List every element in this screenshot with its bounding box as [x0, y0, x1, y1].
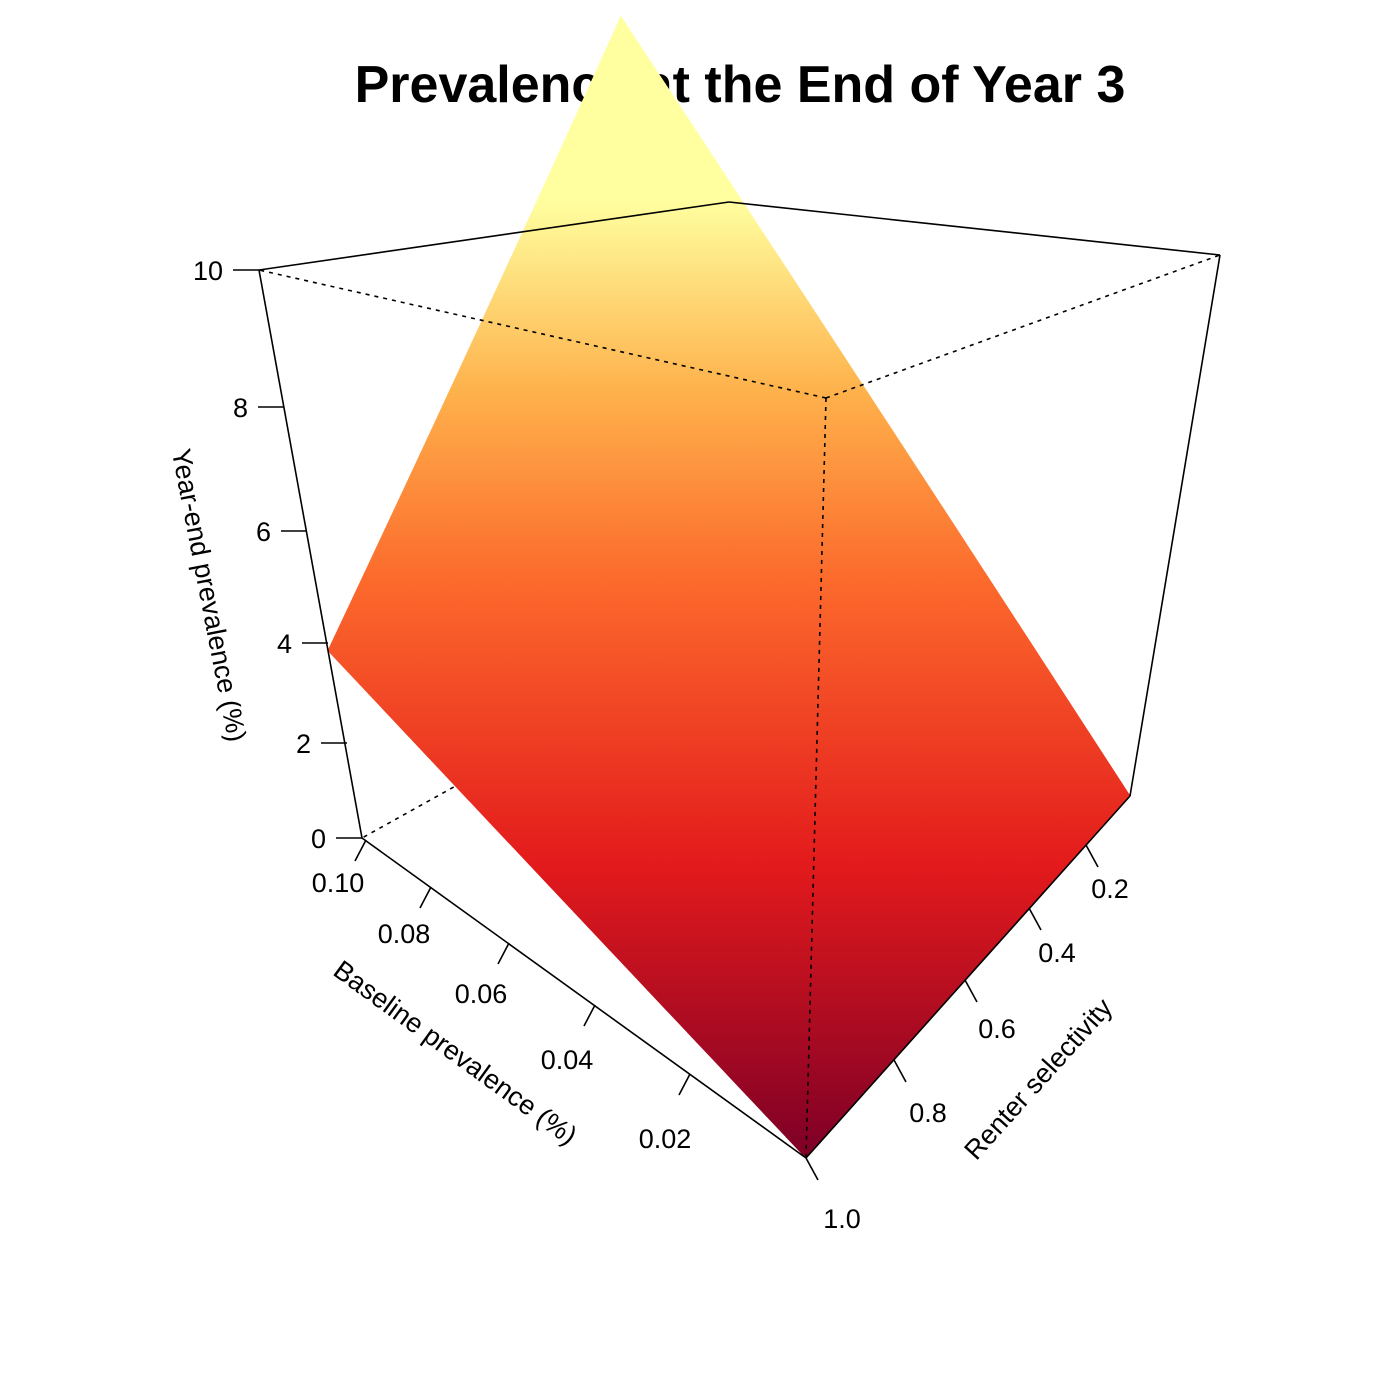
z-tick-label: 0 — [311, 824, 326, 854]
x-tick-label: 0.04 — [541, 1045, 594, 1075]
x-tick-mark — [419, 886, 432, 909]
y-tick-label: 1.0 — [823, 1204, 861, 1234]
top-back-left-edge — [258, 201, 730, 271]
x-tick-mark — [497, 942, 510, 965]
y-tick-label: 0.6 — [978, 1014, 1016, 1044]
y-axis-line — [805, 795, 1131, 1159]
front-vertical-edge — [805, 397, 827, 1159]
x-tick-label: 0.08 — [378, 919, 431, 949]
y-tick-mark — [964, 979, 978, 1003]
top-front-left-edge — [258, 269, 827, 399]
x-tick-label: 0.02 — [639, 1124, 692, 1154]
z-axis-label: Year-end prevalence (%) — [166, 446, 252, 744]
x-tick-mark — [678, 1073, 691, 1096]
y-tick-label: 0.8 — [909, 1098, 947, 1128]
x-tick-label: 0.06 — [455, 979, 508, 1009]
y-tick-mark — [1028, 907, 1042, 931]
chart-title: Prevalence at the End of Year 3 — [355, 56, 1126, 114]
y-tick-label: 0.2 — [1091, 874, 1129, 904]
y-tick-mark — [893, 1059, 907, 1083]
x-tick-label: 0.10 — [312, 868, 365, 898]
top-front-right-edge — [825, 254, 1221, 399]
z-tick-label: 8 — [233, 393, 248, 423]
z-tick-label: 10 — [193, 256, 223, 286]
x-axis-line — [361, 837, 807, 1159]
z-tick-label: 6 — [256, 517, 271, 547]
y-tick-mark — [1085, 844, 1099, 868]
right-vertical-edge — [1129, 254, 1221, 797]
y-tick-label: 0.4 — [1038, 938, 1076, 968]
y-tick-mark — [805, 1157, 819, 1181]
x-tick-mark — [354, 839, 367, 862]
top-back-right-edge — [728, 201, 1221, 256]
surface — [327, 15, 1131, 1159]
z-tick-label: 2 — [296, 729, 311, 759]
z-tick-label: 4 — [277, 629, 292, 659]
x-tick-mark — [583, 1004, 596, 1027]
z-axis: 0 2 4 6 8 10 Year-end prevalence (%) — [166, 256, 362, 854]
